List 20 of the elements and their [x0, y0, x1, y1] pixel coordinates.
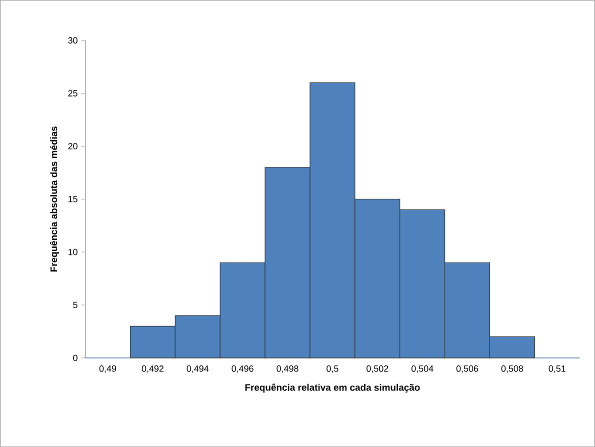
x-tick-label: 0,502 — [366, 365, 388, 373]
x-tick-label: 0,492 — [142, 365, 164, 373]
y-tick-label: 15 — [68, 196, 78, 202]
x-tick-label: 0,498 — [276, 365, 298, 373]
y-tick-label: 5 — [73, 302, 78, 308]
y-tick-label: 25 — [68, 90, 78, 96]
x-tick-label: 0,504 — [411, 365, 434, 373]
x-axis-title: Frequência relativa em cada simulação — [245, 384, 420, 393]
x-tick-label: 0,496 — [232, 365, 254, 373]
x-tick-label: 0,51 — [548, 365, 566, 373]
x-tick-label: 0,506 — [456, 365, 478, 373]
x-tick-label: 0,494 — [186, 365, 209, 373]
y-axis-title: Frequência absoluta das médias — [50, 126, 59, 272]
y-tick-label: 30 — [68, 37, 78, 44]
y-tick-label: 20 — [68, 142, 78, 150]
x-tick-label: 0,5 — [326, 365, 338, 373]
x-tick-label: 0,49 — [99, 365, 116, 373]
x-tick-label: 0,508 — [501, 365, 524, 373]
y-tick-label: 10 — [68, 248, 78, 256]
y-tick-label: 0 — [73, 354, 78, 361]
